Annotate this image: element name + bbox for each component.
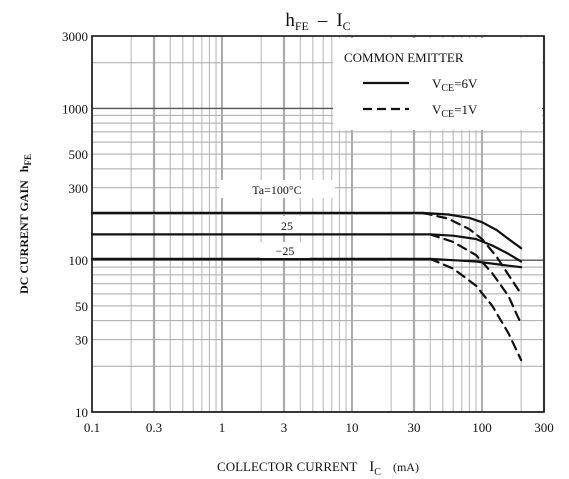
x-tick-label: 300 <box>534 420 554 435</box>
annotation-ta-100c: Ta=100°C <box>252 183 301 197</box>
y-tick-label: 500 <box>69 147 89 162</box>
y-tick-label: 50 <box>75 299 88 314</box>
y-tick-label: 10 <box>75 405 88 420</box>
x-tick-label: 100 <box>472 420 492 435</box>
x-axis-label: COLLECTOR CURRENT IC (mA) <box>217 459 419 478</box>
x-tick-label: 3 <box>281 420 288 435</box>
annotation-25: 25 <box>281 219 293 233</box>
legend-title: COMMON EMITTER <box>344 50 464 65</box>
plot-frame <box>91 35 545 413</box>
x-tick-label: 1 <box>219 420 226 435</box>
x-tick-label: 0.1 <box>84 420 100 435</box>
legend-entry-vce-1v: VCE=1V <box>432 102 478 120</box>
legend-entry-vce-6v: VCE=6V <box>432 76 478 94</box>
series-line-ta--25-dashed <box>429 257 523 362</box>
y-tick-label: 30 <box>75 333 88 348</box>
annotation-bg-25 <box>264 216 310 233</box>
x-tick-label: 30 <box>408 420 421 435</box>
x-tick-label: 0.3 <box>146 420 162 435</box>
annotation-minus-25: −25 <box>276 244 295 258</box>
chart-title: hFE – IC <box>285 10 350 33</box>
y-tick-label: 100 <box>69 253 89 268</box>
y-tick-label: 3000 <box>62 29 88 44</box>
series-lines <box>90 211 523 362</box>
x-tick-label: 10 <box>345 420 358 435</box>
annotation-bg-ta <box>219 180 335 198</box>
annotations: Ta=100°C 25 −25 <box>219 180 335 258</box>
annotation-bg-minus25 <box>260 242 310 258</box>
tick-labels: 0.1 0.3 1 3 10 30 100 300 10 30 50 100 300 500 1000 300… <box>62 29 554 435</box>
legend: COMMON EMITTER VCE=6V VCE=1V <box>333 38 542 130</box>
series-line-ta-25-dashed <box>429 233 523 326</box>
y-tick-label: 300 <box>69 181 89 196</box>
y-axis-label: DC CURRENT GAINhFE <box>17 154 33 294</box>
y-tick-label: 1000 <box>62 101 88 116</box>
series-line-ta-100-dashed <box>421 211 523 295</box>
